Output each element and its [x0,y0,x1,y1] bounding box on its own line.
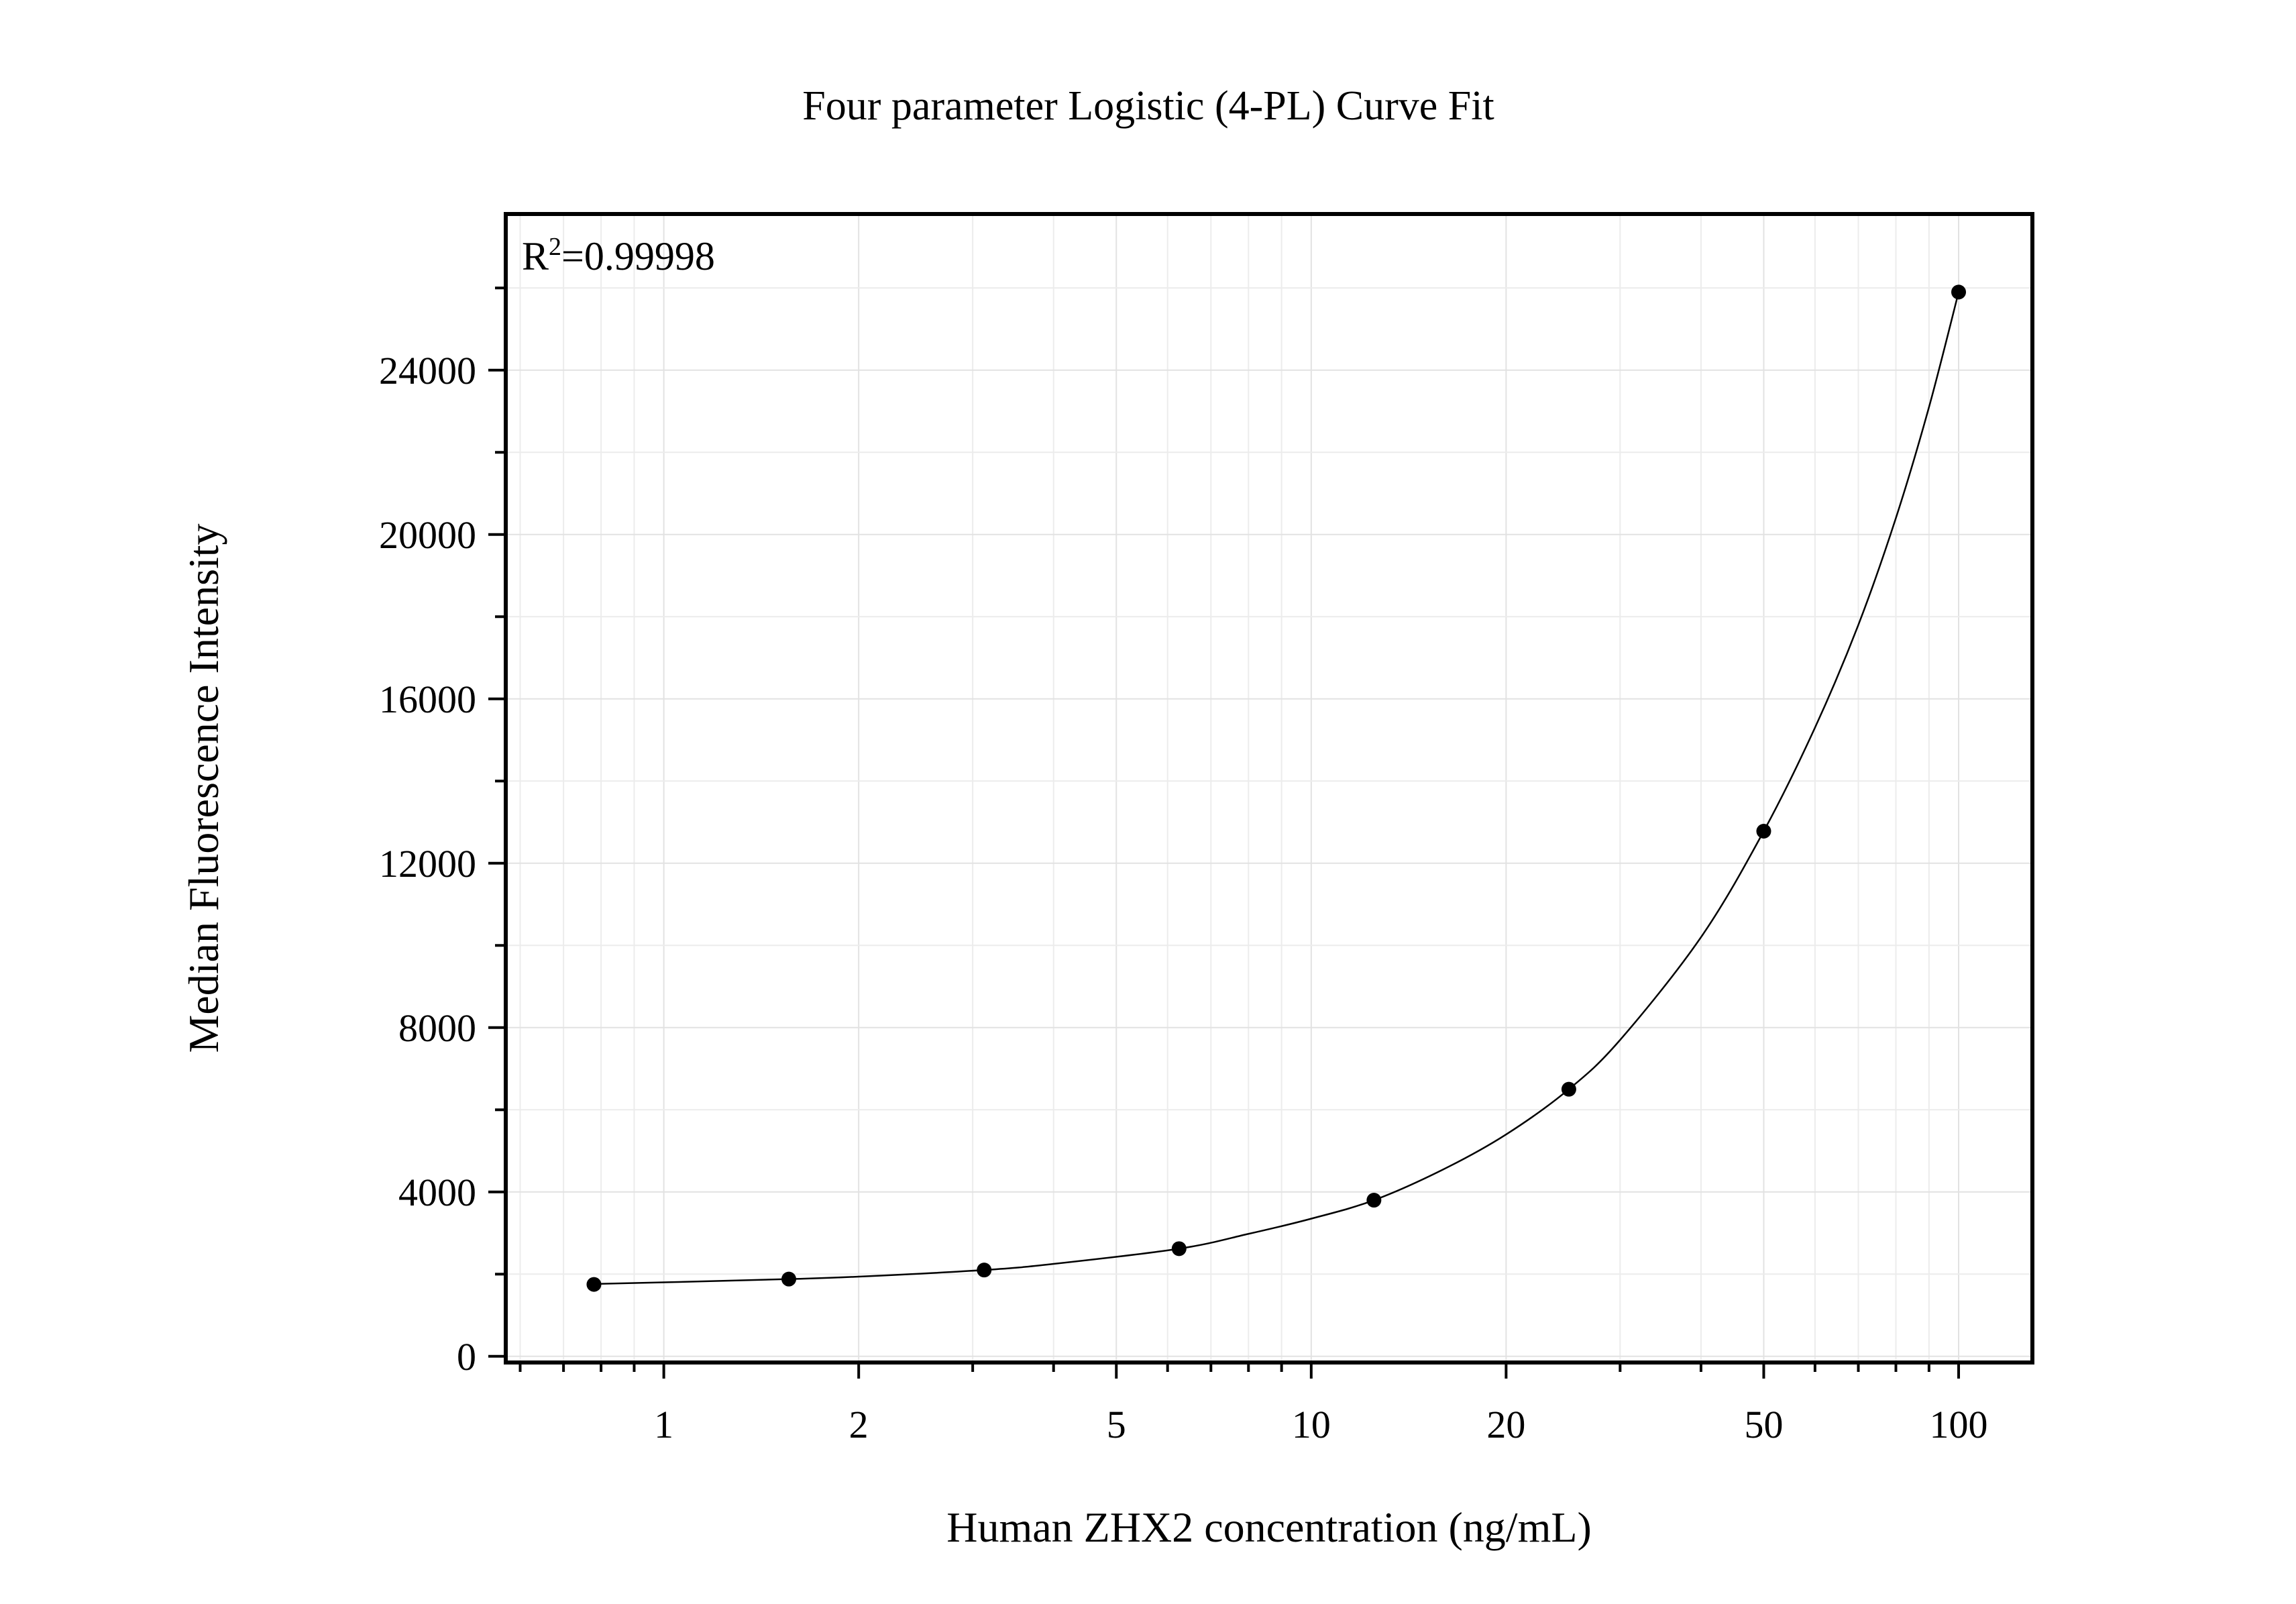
y-tick-label: 0 [457,1335,476,1379]
y-axis: 0 4000 8000 12000 16000 20000 24000 [379,286,506,1379]
data-point [781,1271,797,1287]
y-tick-label: 20000 [379,513,476,557]
x-tick-label: 20 [1486,1403,1525,1446]
data-point [977,1263,992,1278]
r-squared-superscript: 2 [549,233,561,261]
data-point [1561,1081,1576,1097]
fit-curve-line [594,292,1960,1285]
data-point [586,1277,602,1292]
y-tick-label: 4000 [398,1171,476,1214]
y-tick-label: 24000 [379,349,476,392]
x-axis-title: Human ZHX2 concentration (ng/mL) [946,1503,1592,1551]
fit-curve [594,292,1960,1285]
x-tick-label: 50 [1744,1403,1783,1446]
x-tick-label: 1 [654,1403,673,1446]
y-axis-title: Median Fluorescence Intensity [180,523,227,1053]
data-point [1366,1193,1382,1208]
data-point [1171,1241,1187,1257]
x-tick-label: 2 [849,1403,869,1446]
x-tick-label: 10 [1292,1403,1331,1446]
data-point [1756,824,1771,839]
y-tick-label: 16000 [379,678,476,721]
r-squared-base: R [522,234,549,278]
y-tick-label: 12000 [379,842,476,886]
y-tick-label: 8000 [398,1006,476,1050]
data-point [1951,284,1967,300]
data-points [586,284,1967,1292]
r-squared-value: =0.99998 [561,234,715,278]
grid [506,214,2032,1362]
chart-title: Four parameter Logistic (4-PL) Curve Fit [802,83,1494,129]
x-tick-label: 5 [1107,1403,1126,1446]
x-axis: 1 2 5 10 20 50 100 [518,1362,1988,1446]
plot-frame [504,212,2034,1365]
x-tick-label: 100 [1930,1403,1988,1446]
r-squared-annotation: R2=0.99998 [522,233,715,278]
